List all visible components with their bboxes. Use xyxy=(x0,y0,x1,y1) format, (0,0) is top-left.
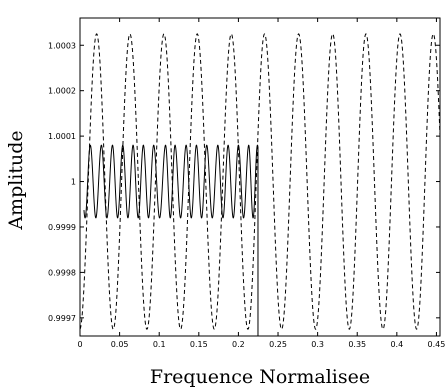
x-tick-label: 0.35 xyxy=(348,340,366,349)
x-axis: 0 0.05 0.1 0.15 0.2 0.25 0.3 0.35 0.4 0.45 xyxy=(77,18,445,349)
x-tick-label: 0.3 xyxy=(311,340,324,349)
x-tick-label: 0.2 xyxy=(232,340,245,349)
x-tick-label: 0 xyxy=(77,340,82,349)
x-tick-label: 0.15 xyxy=(190,340,208,349)
x-tick-label: 0.1 xyxy=(153,340,166,349)
y-tick-label: 1.0003 xyxy=(48,41,76,50)
y-tick-label: 1 xyxy=(71,178,76,187)
y-tick-label: 0.9998 xyxy=(48,268,76,277)
y-tick-label: 0.9997 xyxy=(48,314,76,323)
series-solid-line xyxy=(83,144,259,336)
y-tick-label: 0.9999 xyxy=(48,223,76,232)
x-tick-label: 0.25 xyxy=(269,340,287,349)
x-tick-label: 0.45 xyxy=(428,340,445,349)
y-tick-label: 1.0001 xyxy=(48,132,76,141)
x-axis-title: Frequence Normalisee xyxy=(150,366,370,388)
x-tick-label: 0.05 xyxy=(111,340,129,349)
y-tick-label: 1.0002 xyxy=(48,87,76,96)
y-axis: 0.9997 0.9998 0.9999 1 1.0001 1.0002 1.0003 xyxy=(48,41,440,323)
series-dashed-line xyxy=(79,33,441,330)
y-axis-title: Amplitude xyxy=(5,130,27,230)
series-layer xyxy=(79,33,441,336)
x-tick-label: 0.4 xyxy=(390,340,403,349)
plot-frame xyxy=(79,17,441,337)
